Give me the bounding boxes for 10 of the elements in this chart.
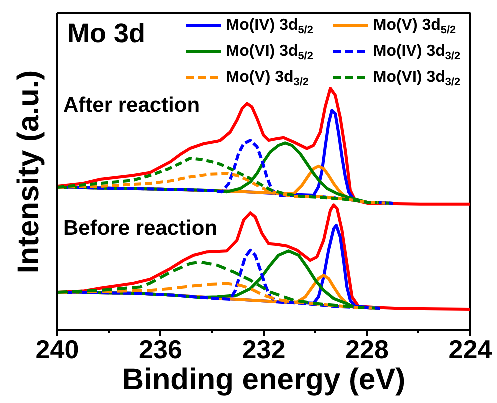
x-tick-label: 224 <box>448 334 493 364</box>
x-tick-label: 236 <box>139 334 182 364</box>
x-tick-label: 232 <box>242 334 286 364</box>
x-axis-title: Binding energy (eV) <box>122 364 406 396</box>
x-tick-label: 240 <box>36 334 80 364</box>
text: Mo 3d <box>68 18 146 48</box>
annotation: After reaction <box>64 94 200 117</box>
annotation: Before reaction <box>64 217 218 240</box>
y-axis-title: Intensity (a.u.) <box>12 70 46 274</box>
x-tick-label: 228 <box>346 334 389 364</box>
